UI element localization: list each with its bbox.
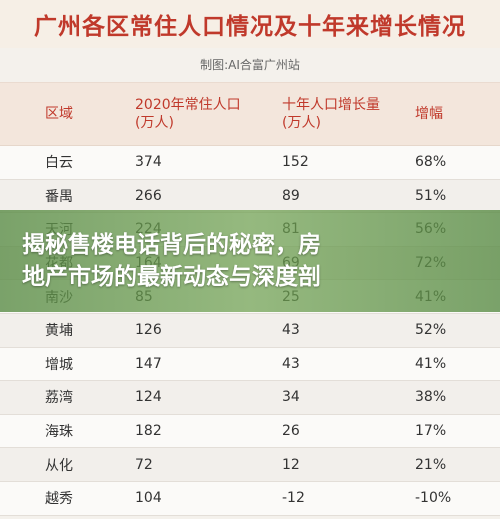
cell-population: 104: [135, 490, 162, 507]
cell-rate: 68%: [415, 154, 447, 171]
cell-population: 72: [135, 456, 153, 473]
cell-district: 荔湾: [45, 390, 73, 407]
header-rate: 增幅: [415, 106, 443, 122]
cell-district: 越秀: [45, 491, 73, 508]
cell-growth: 152: [282, 154, 309, 171]
header-growth: 十年人口增长量 (万人): [282, 96, 380, 132]
cell-population: 266: [135, 187, 162, 204]
table-row: 海珠 182 26 17%: [0, 414, 500, 449]
cell-rate: 51%: [415, 187, 447, 204]
cell-district: 增城: [45, 356, 73, 373]
cell-growth: 34: [282, 389, 300, 406]
cell-district: 海珠: [45, 424, 73, 441]
cell-population: 147: [135, 355, 162, 372]
table-row: 黄埔 126 43 52%: [0, 313, 500, 348]
chart-credit: 制图:AI合富广州站: [200, 58, 300, 72]
cell-district: 从化: [45, 457, 73, 474]
cell-rate: 38%: [415, 389, 447, 406]
table-header: 区域 2020年常住人口 (万人) 十年人口增长量 (万人) 增幅: [0, 82, 500, 146]
header-growth-line1: 十年人口增长量: [282, 97, 380, 113]
cell-rate: -10%: [415, 490, 452, 507]
page-title: 广州各区常住人口情况及十年来增长情况: [0, 0, 500, 48]
cell-rate: 21%: [415, 456, 447, 473]
headline-line-1: 揭秘售楼电话背后的秘密，房: [22, 232, 321, 258]
cell-growth: 43: [282, 355, 300, 372]
cell-growth: 12: [282, 456, 300, 473]
header-growth-line2: (万人): [282, 115, 321, 131]
header-population-line2: (万人): [135, 115, 174, 131]
cell-growth: -12: [282, 490, 305, 507]
table-row: 从化 72 12 21%: [0, 448, 500, 482]
cell-district: 白云: [45, 155, 73, 172]
table-row: 番禺 266 89 51%: [0, 179, 500, 214]
cell-growth: 89: [282, 187, 300, 204]
table-row: 荔湾 124 34 38%: [0, 381, 500, 415]
cell-rate: 52%: [415, 322, 447, 339]
cell-population: 374: [135, 154, 162, 171]
header-population: 2020年常住人口 (万人): [135, 96, 241, 132]
cell-population: 124: [135, 389, 162, 406]
cell-rate: 17%: [415, 423, 447, 440]
table-row: 白云 374 152 68%: [0, 146, 500, 180]
cell-population: 182: [135, 423, 162, 440]
cell-population: 126: [135, 322, 162, 339]
table-row: 增城 147 43 41%: [0, 347, 500, 382]
cell-district: 番禺: [45, 188, 73, 205]
cell-growth: 26: [282, 423, 300, 440]
cell-rate: 41%: [415, 355, 447, 372]
article-headline-banner[interactable]: 揭秘售楼电话背后的秘密，房 地产市场的最新动态与深度剖: [0, 210, 500, 312]
header-population-line1: 2020年常住人口: [135, 97, 241, 113]
cell-growth: 43: [282, 322, 300, 339]
table-body: 白云37415268%番禺2668951%天河2248156%花都1646972…: [0, 146, 500, 516]
header-district: 区域: [45, 106, 73, 122]
table-row: 越秀 104 -12 -10%: [0, 481, 500, 516]
cell-district: 黄埔: [45, 323, 73, 340]
headline-line-2: 地产市场的最新动态与深度剖: [22, 264, 321, 290]
